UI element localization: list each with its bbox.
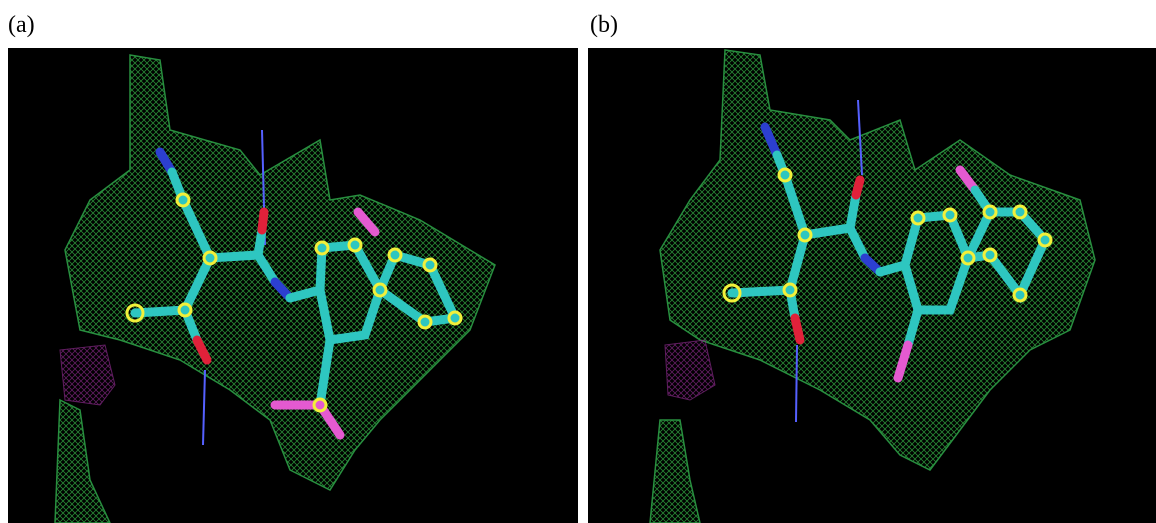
figure: (a) (b)	[0, 0, 1156, 523]
panel-a	[8, 48, 578, 523]
panel-b	[588, 48, 1156, 523]
panel-label: (b)	[590, 12, 618, 38]
panel-label: (a)	[8, 12, 35, 38]
